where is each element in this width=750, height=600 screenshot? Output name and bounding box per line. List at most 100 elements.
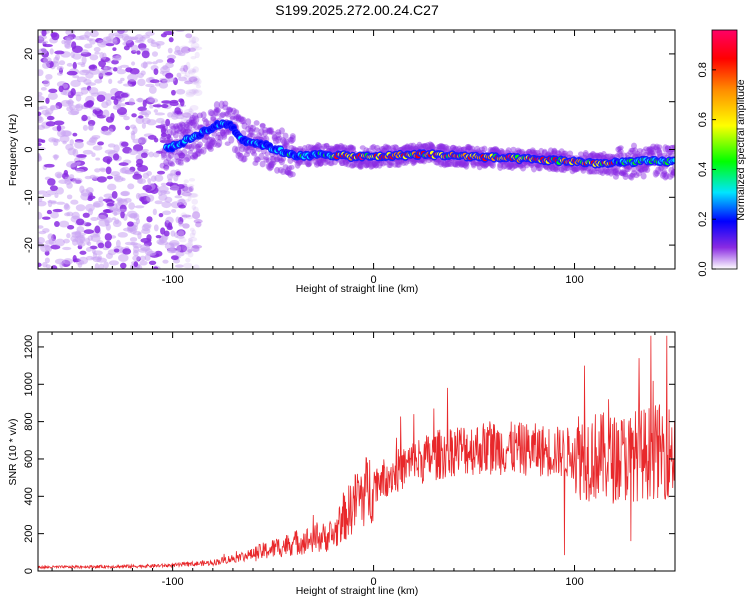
- ridge-glow: [401, 144, 408, 152]
- ridge-glow: [429, 143, 436, 152]
- ridge-glow: [436, 143, 443, 150]
- ridge-glow: [363, 162, 370, 169]
- ridge-glow: [370, 161, 377, 168]
- ridge-glow: [558, 167, 565, 173]
- ridge-glow: [439, 144, 446, 152]
- ridge-glow: [268, 162, 275, 171]
- noise-blob: [131, 113, 137, 118]
- noise-blob: [189, 232, 196, 238]
- ridge-glow: [442, 161, 449, 168]
- ridge-glow: [637, 164, 644, 172]
- ridge-glow: [661, 169, 668, 175]
- noise-blob: [175, 252, 185, 257]
- ridge-glow: [305, 143, 312, 151]
- noise-blob: [86, 38, 93, 42]
- noise-blob: [67, 110, 79, 116]
- ridge-glow: [591, 152, 598, 159]
- ridge-glow: [571, 166, 578, 173]
- noise-blob: [106, 175, 114, 180]
- noise-blob: [165, 216, 174, 224]
- noise-blob: [193, 148, 199, 154]
- noise-blob: [184, 72, 191, 77]
- ridge-glow: [288, 136, 295, 144]
- noise-blob: [66, 62, 73, 67]
- ridge-glow: [588, 152, 595, 160]
- noise-blob: [138, 47, 150, 51]
- ridge-glow: [305, 162, 312, 168]
- ridge-glow: [234, 146, 241, 155]
- ridge-glow: [552, 163, 559, 172]
- noise-blob: [137, 136, 148, 144]
- ridge-glow: [662, 144, 669, 153]
- noise-blob: [80, 87, 89, 91]
- ridge-glow: [215, 107, 222, 113]
- ridge-glow: [222, 104, 229, 111]
- ridge-glow: [260, 135, 267, 142]
- noise-blob: [81, 114, 88, 122]
- ridge-glow: [223, 111, 230, 117]
- noise-blob: [48, 238, 56, 246]
- noise-blob: [62, 89, 73, 96]
- noise-blob: [187, 47, 197, 52]
- noise-blob: [58, 220, 70, 228]
- ridge-glow: [216, 138, 223, 148]
- ridge-glow: [672, 148, 675, 155]
- ridge-glow: [233, 109, 240, 116]
- noise-blob: [184, 80, 193, 85]
- ridge-glow: [339, 161, 346, 166]
- noise-blob: [175, 216, 180, 224]
- noise-blob: [192, 248, 201, 253]
- ridge-glow: [315, 160, 322, 167]
- noise-blob: [175, 88, 186, 95]
- noise-blob: [90, 136, 98, 141]
- ridge-glow: [481, 145, 488, 152]
- ridge-glow: [621, 152, 628, 159]
- noise-blob: [117, 253, 129, 262]
- snr-ylabel: SNR (10 * v/v): [7, 418, 19, 485]
- ridge-glow: [555, 150, 562, 156]
- ridge-glow: [161, 128, 168, 134]
- ridge-glow: [489, 160, 496, 169]
- ridge-glow: [631, 142, 638, 150]
- ridge-glow: [498, 147, 505, 155]
- ridge-glow: [207, 146, 214, 152]
- noise-blob: [38, 200, 47, 207]
- noise-blob: [191, 68, 197, 73]
- noise-blob: [193, 264, 200, 269]
- noise-blob: [127, 73, 138, 82]
- ridge-glow: [339, 144, 346, 152]
- ridge-glow: [328, 160, 335, 167]
- noise-blob: [190, 128, 199, 133]
- ridge-glow: [400, 145, 407, 153]
- noise-blob: [187, 237, 194, 244]
- ridge-glow: [417, 159, 424, 165]
- ridge-glow: [219, 129, 226, 137]
- noise-blob: [185, 128, 191, 135]
- ridge-glow: [325, 145, 332, 151]
- colorbar-tick-label: 0.8: [697, 62, 709, 77]
- noise-blob: [132, 243, 142, 249]
- ridge-glow: [497, 162, 504, 171]
- ridge-glow: [534, 149, 541, 156]
- noise-blob: [140, 152, 148, 159]
- noise-blob: [176, 235, 185, 239]
- snr-frame: [37, 331, 676, 572]
- ridge-glow: [369, 145, 376, 151]
- noise-blob: [50, 211, 59, 219]
- ridge-glow: [190, 122, 197, 128]
- noise-blob: [96, 91, 107, 96]
- noise-blob: [60, 130, 72, 137]
- ridge-glow: [452, 159, 459, 168]
- noise-blob: [180, 46, 191, 54]
- ridge-glow: [195, 148, 202, 157]
- ridge-glow: [178, 121, 185, 127]
- ridge-glow: [389, 144, 396, 153]
- ridge-glow: [667, 173, 674, 180]
- ridge-glow: [202, 118, 209, 127]
- ridge-glow: [622, 172, 629, 181]
- noise-blob: [44, 257, 50, 264]
- noise-blob: [120, 191, 130, 197]
- ridge-glow: [266, 127, 273, 135]
- ridge-glow: [440, 160, 447, 167]
- ridge-glow: [506, 161, 513, 170]
